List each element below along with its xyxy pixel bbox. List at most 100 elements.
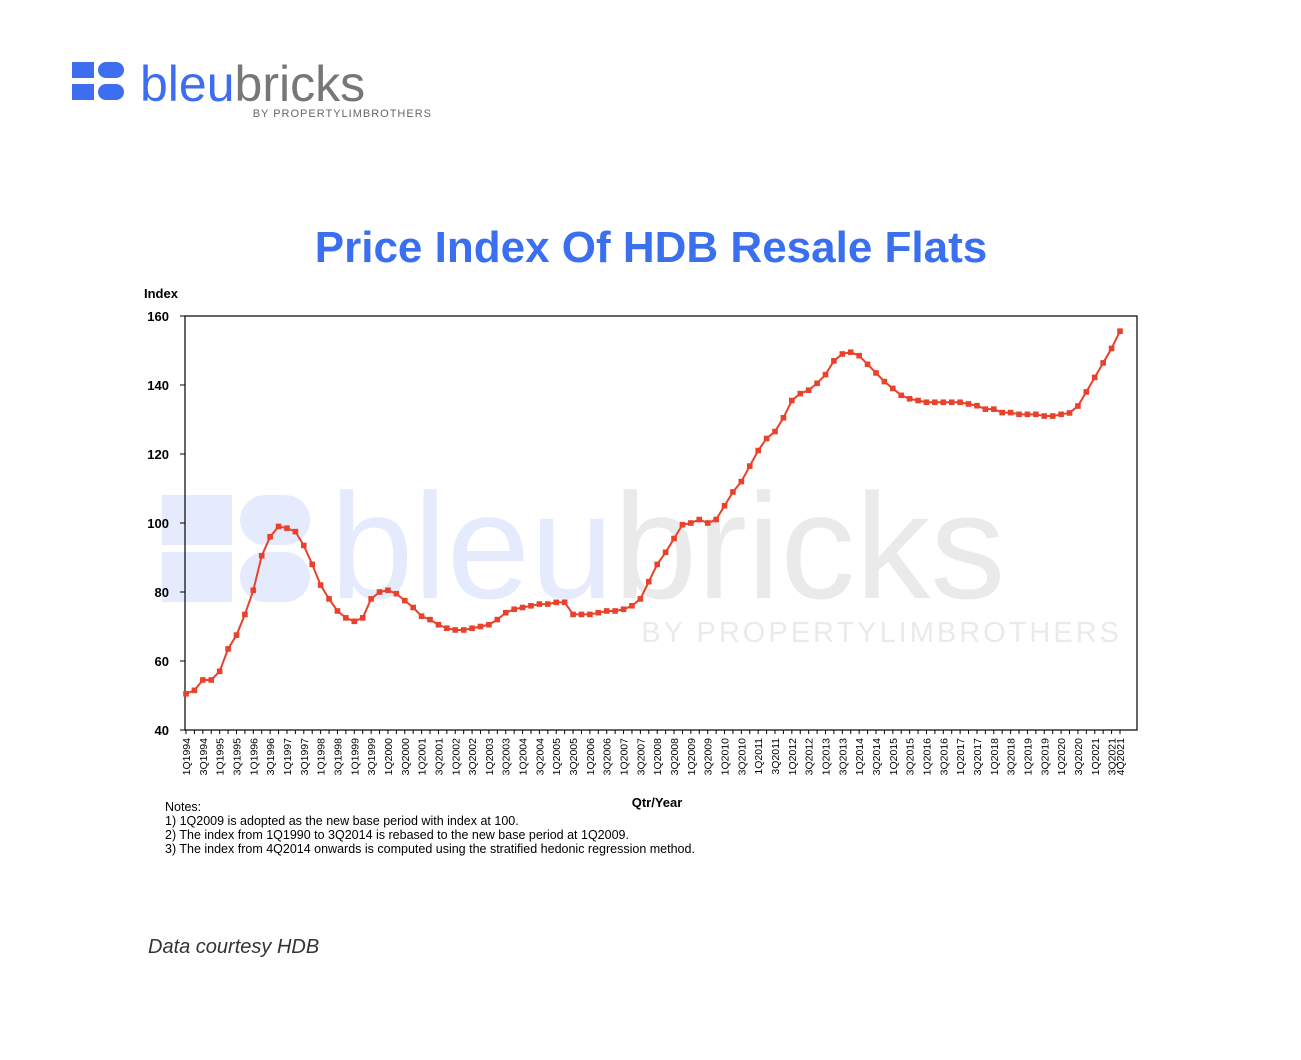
point-marker	[1091, 374, 1098, 381]
logo-tagline: BY PROPERTYLIMBROTHERS	[253, 108, 432, 120]
y-tick-label: 40	[155, 723, 169, 738]
point-marker	[401, 597, 408, 604]
x-tick-label: 1Q2010	[720, 738, 732, 776]
x-axis-label: Qtr/Year	[632, 795, 683, 810]
x-tick-label: 4Q2021	[1115, 738, 1127, 776]
x-tick-label: 3Q2005	[568, 738, 580, 776]
x-tick-label: 1Q2021	[1090, 738, 1102, 776]
x-tick-label: 3Q2018	[1006, 738, 1018, 776]
note-line: Notes:	[165, 800, 201, 814]
point-marker	[1016, 411, 1022, 418]
x-tick-label: 1Q2002	[450, 738, 462, 776]
point-marker	[418, 613, 425, 619]
point-marker	[890, 385, 896, 392]
y-tick-label: 160	[147, 309, 169, 324]
point-marker	[738, 478, 745, 485]
point-marker	[376, 589, 383, 595]
point-marker	[309, 561, 316, 568]
point-marker	[469, 625, 475, 632]
x-tick-label: 3Q2010	[736, 738, 748, 776]
point-marker	[250, 587, 257, 594]
x-tick-label: 3Q2011	[770, 738, 782, 775]
point-marker	[730, 489, 736, 495]
x-tick-label: 1Q2003	[484, 738, 496, 776]
x-tick-label: 3Q1994	[198, 738, 210, 776]
x-tick-label: 3Q2015	[905, 738, 917, 776]
x-tick-label: 1Q2015	[888, 738, 900, 776]
chart-title: Price Index Of HDB Resale Flats	[315, 223, 987, 272]
x-tick-label: 1Q2006	[585, 738, 597, 776]
watermark-brand-second: bricks	[614, 462, 1006, 630]
point-marker	[721, 502, 728, 509]
x-tick-label: 3Q1998	[332, 738, 344, 776]
point-marker	[258, 552, 265, 559]
x-tick-label: 1Q2016	[921, 738, 933, 776]
point-marker	[746, 463, 753, 469]
point-marker	[444, 625, 450, 632]
point-marker	[595, 609, 602, 616]
point-marker	[974, 402, 980, 409]
point-marker	[1083, 389, 1090, 395]
point-marker	[435, 621, 442, 628]
point-marker	[208, 677, 215, 683]
point-marker	[317, 582, 324, 588]
x-tick-label: 1Q2009	[686, 738, 698, 776]
point-marker	[763, 435, 770, 442]
point-marker	[393, 590, 400, 597]
x-tick-label: 1Q2004	[518, 738, 530, 776]
point-marker	[645, 578, 652, 585]
point-marker	[814, 380, 820, 387]
x-tick-label: 3Q2007	[635, 738, 647, 776]
point-marker	[183, 690, 189, 697]
x-tick-label: 3Q2000	[400, 738, 412, 776]
y-axis-label: Index	[144, 286, 179, 301]
point-marker	[519, 604, 526, 611]
x-tick-label: 1Q1996	[248, 738, 260, 776]
point-marker	[999, 409, 1005, 416]
point-marker	[923, 399, 930, 406]
x-tick-label: 1Q2012	[787, 738, 799, 776]
point-marker	[831, 358, 837, 364]
point-marker	[839, 351, 846, 357]
note-line: 3) The index from 4Q2014 onwards is comp…	[165, 842, 695, 856]
point-marker	[452, 627, 459, 633]
point-marker	[1066, 410, 1073, 416]
point-marker	[242, 611, 248, 618]
point-marker	[679, 521, 686, 528]
logo-brand-first: bleu	[140, 56, 235, 112]
point-marker	[789, 397, 795, 404]
point-marker	[284, 525, 290, 531]
point-marker	[856, 352, 862, 359]
x-tick-label: 1Q1995	[215, 738, 227, 776]
point-marker	[343, 615, 349, 621]
point-marker	[982, 406, 989, 412]
x-tick-label: 3Q2020	[1073, 738, 1085, 776]
point-marker	[822, 371, 829, 378]
x-tick-label: 3Q2003	[501, 738, 513, 776]
x-tick-label: 3Q2017	[972, 738, 984, 776]
point-marker	[460, 627, 467, 633]
point-marker	[216, 668, 223, 675]
point-marker	[561, 599, 568, 606]
point-marker	[1024, 411, 1031, 418]
x-tick-label: 3Q1996	[265, 738, 277, 776]
x-tick-label: 1Q2007	[619, 738, 631, 776]
point-marker	[805, 387, 812, 393]
point-marker	[191, 687, 198, 694]
x-tick-label: 1Q2000	[383, 738, 395, 776]
point-marker	[536, 601, 543, 607]
x-tick-label: 1Q2011	[753, 738, 765, 775]
x-tick-label: 3Q2014	[871, 738, 883, 776]
x-tick-label: 1Q1997	[282, 738, 294, 776]
x-tick-label: 1Q1998	[316, 738, 328, 776]
point-marker	[965, 401, 972, 407]
point-marker	[486, 621, 492, 628]
logo-text: bleubricks	[140, 56, 365, 112]
point-marker	[368, 596, 374, 602]
point-marker	[1100, 360, 1106, 366]
x-tick-label: 1Q2013	[820, 738, 832, 776]
point-marker	[385, 587, 391, 594]
point-marker	[528, 603, 534, 609]
